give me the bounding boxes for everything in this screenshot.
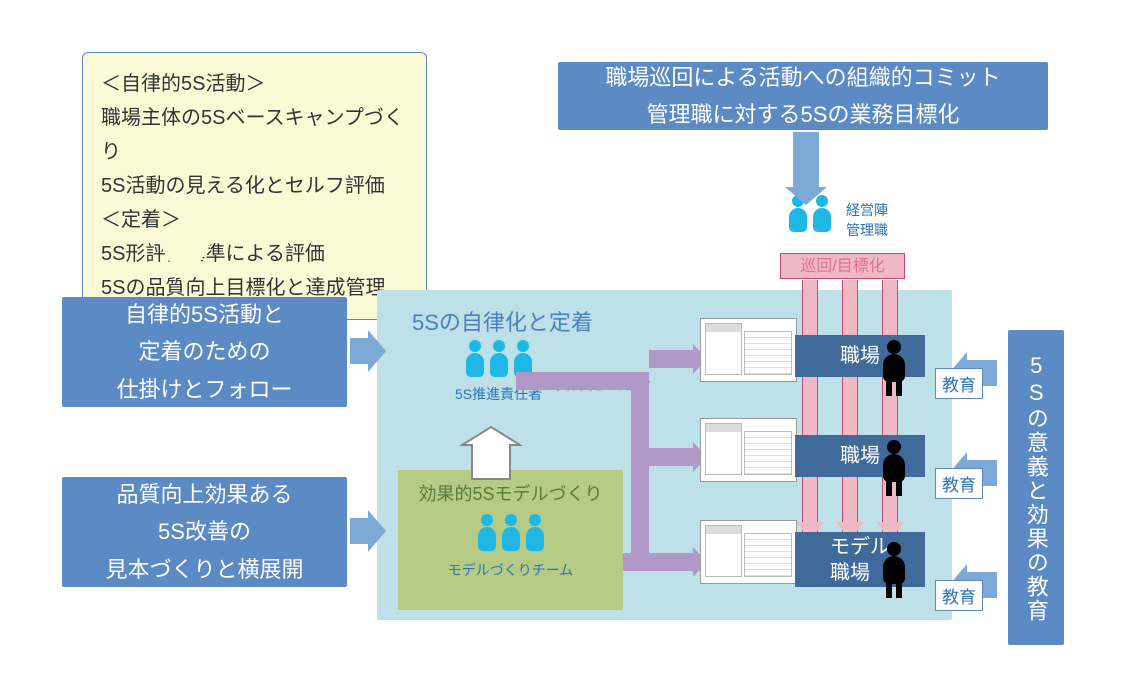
green-model-box: 効果的5Sモデルづくりモデルづくりチーム <box>398 470 623 610</box>
edu-label: 教育 <box>935 580 983 611</box>
edu-label: 教育 <box>935 368 983 399</box>
panel-title: 5Sの自律化と定着 <box>412 305 593 337</box>
left-box-1: 自律的5S活動と定着のための仕掛けとフォロー <box>62 297 347 407</box>
edu-label: 教育 <box>935 468 983 499</box>
board-icon <box>700 418 797 482</box>
up-arrow-icon <box>460 425 522 486</box>
board-icon <box>700 318 797 382</box>
top-commitment-box: 職場巡回による活動への組織的コミット管理職に対する5Sの業務目標化 <box>558 62 1048 130</box>
left-box-2: 品質向上効果ある5S改善の見本づくりと横展開 <box>62 477 347 587</box>
right-education-box: 5Sの意義と効果の教育 <box>1008 330 1064 645</box>
callout-box: ＜自律的5S活動＞職場主体の5Sベースキャンプづくり5S活動の見える化とセルフ評… <box>82 52 427 320</box>
board-icon <box>700 520 797 584</box>
patrol-band: 巡回/目標化 <box>780 253 905 279</box>
